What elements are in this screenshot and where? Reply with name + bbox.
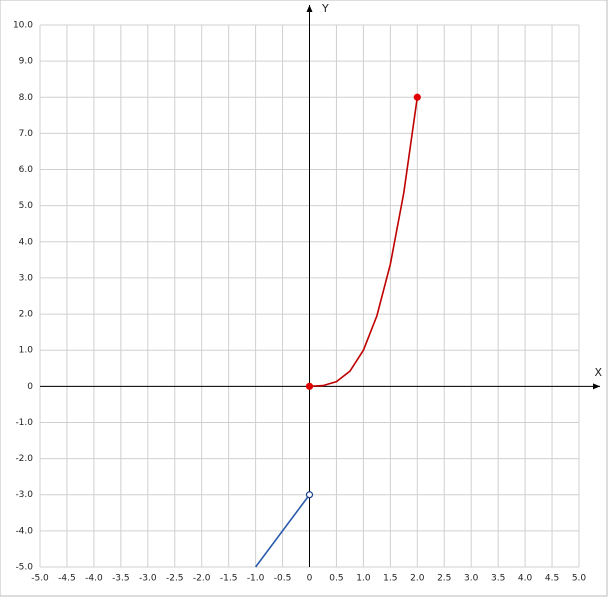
x-tick-label: -4.5 [58, 574, 76, 584]
y-tick-label: 10.0 [13, 21, 33, 31]
point-marker [413, 93, 421, 101]
point-marker [305, 382, 314, 390]
x-tick-label: -4.0 [85, 574, 103, 584]
y-tick-label: -3.0 [15, 490, 33, 500]
x-tick-label: -2.0 [193, 574, 211, 584]
x-tick-label: 1.5 [383, 574, 397, 584]
x-tick-label: 3.0 [464, 574, 479, 584]
y-tick-label: 5.0 [19, 201, 34, 211]
x-tick-label: -2.5 [166, 574, 184, 584]
y-tick-label: 3.0 [19, 273, 34, 283]
y-tick-label: 2.0 [19, 310, 34, 320]
y-tick-label: 4.0 [19, 237, 34, 247]
y-tick-label: 7.0 [19, 129, 34, 139]
x-tick-label: -1.5 [220, 574, 238, 584]
y-tick-label: 0 [27, 382, 33, 392]
x-tick-label: -3.5 [112, 574, 130, 584]
y-tick-label: 6.0 [19, 165, 34, 175]
x-tick-label: -0.5 [274, 574, 292, 584]
y-axis-arrow [306, 5, 313, 12]
y-tick-label: -4.0 [15, 526, 33, 536]
y-tick-label: 8.0 [19, 93, 34, 103]
x-tick-label: 0.5 [329, 574, 343, 584]
x-tick-label: 2.5 [437, 574, 451, 584]
line-series [309, 97, 419, 388]
point-marker [305, 491, 314, 499]
x-tick-label: 3.5 [491, 574, 505, 584]
y-tick-label: -5.0 [15, 563, 33, 573]
x-axis-arrow [593, 383, 600, 390]
y-tick-label: 1.0 [19, 346, 34, 356]
x-tick-label: 0 [307, 574, 313, 584]
x-tick-label: 1.0 [356, 574, 371, 584]
x-tick-label: -5.0 [31, 574, 49, 584]
y-tick-label: -1.0 [15, 418, 33, 428]
x-tick-label: 4.5 [545, 574, 559, 584]
x-axis-label: X [594, 366, 602, 379]
y-tick-label: -2.0 [15, 454, 33, 464]
x-tick-label: 5.0 [572, 574, 587, 584]
y-axis-label: Y [321, 2, 329, 15]
line-series [254, 494, 311, 568]
x-tick-label: 4.0 [518, 574, 533, 584]
y-tick-label: 9.0 [19, 57, 34, 67]
x-tick-label: -3.0 [139, 574, 157, 584]
x-tick-label: -1.0 [247, 574, 265, 584]
x-tick-label: 2.0 [410, 574, 425, 584]
